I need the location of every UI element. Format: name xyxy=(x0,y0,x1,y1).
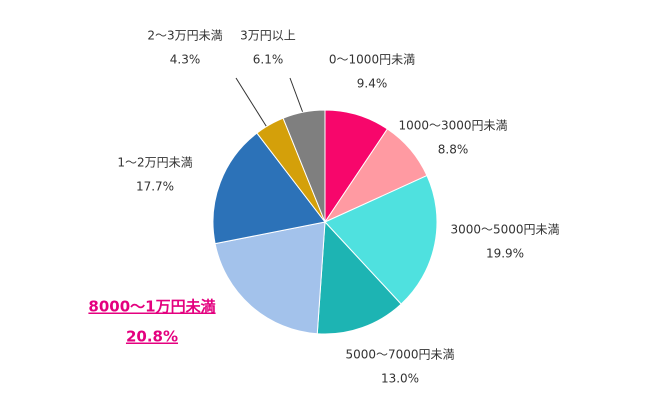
leader-line xyxy=(235,77,269,130)
slice-label: 3万円以上 xyxy=(240,29,296,43)
slice-label: 2～3万円未満 xyxy=(147,29,222,43)
value-label: 9.4% xyxy=(357,77,388,91)
value-label: 6.1% xyxy=(253,53,284,67)
leader-line xyxy=(289,77,304,114)
pie-slice xyxy=(214,221,326,335)
slice-label: 5000～7000円未満 xyxy=(345,348,454,362)
value-label: 4.3% xyxy=(170,53,201,67)
value-label: 20.8% xyxy=(126,328,178,346)
value-label: 13.0% xyxy=(381,372,419,386)
slice-label: 8000～1万円未満 xyxy=(88,298,215,316)
value-label: 17.7% xyxy=(136,180,174,194)
slice-label: 1000～3000円未満 xyxy=(398,119,507,133)
slice-label: 1～2万円未満 xyxy=(117,156,192,170)
pie-slice xyxy=(324,174,438,305)
pie-slice xyxy=(282,109,326,223)
pie-slice xyxy=(212,132,326,245)
slice-label: 3000～5000円未満 xyxy=(450,223,559,237)
pie-slice xyxy=(316,220,402,335)
slice-label: 0～1000円未満 xyxy=(329,53,415,67)
value-label: 19.9% xyxy=(486,247,524,261)
value-label: 8.8% xyxy=(438,143,469,157)
